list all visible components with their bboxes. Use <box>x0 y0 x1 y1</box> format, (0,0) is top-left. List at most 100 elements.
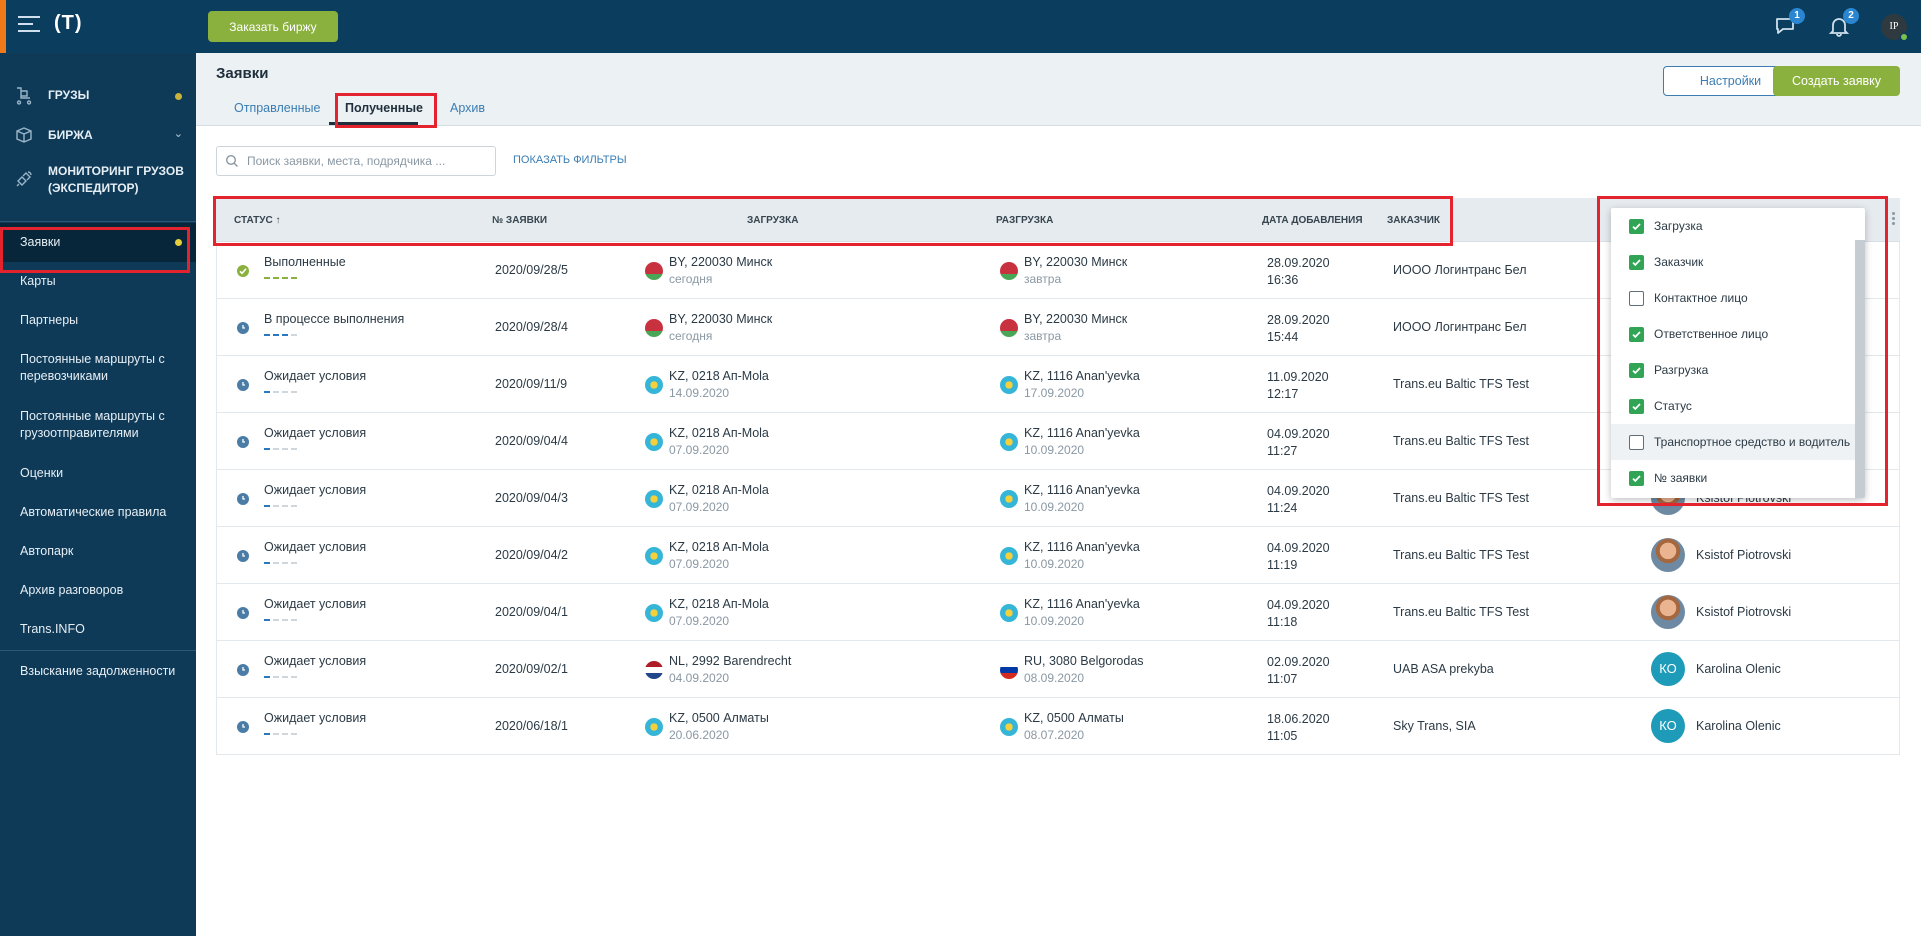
status-progress <box>264 619 297 621</box>
sidebar-item-routes-shippers[interactable]: Постоянные маршруты с грузоотправителями <box>0 397 196 454</box>
progress-segment <box>291 391 297 393</box>
column-header-number[interactable]: № ЗАЯВКИ <box>492 215 548 226</box>
column-toggle-item[interactable]: Статус <box>1611 388 1865 424</box>
responsible-person[interactable]: Ksistof Piotrovski <box>1651 538 1791 572</box>
checkbox-unchecked-icon[interactable] <box>1629 434 1644 450</box>
column-toggle-item[interactable]: Заказчик <box>1611 244 1865 280</box>
progress-segment <box>282 505 288 507</box>
sidebar-item-maps[interactable]: Карты <box>0 262 196 301</box>
sidebar-item-partners[interactable]: Партнеры <box>0 301 196 340</box>
person-photo-avatar <box>1651 538 1685 572</box>
column-toggle-item[interactable]: Ответственное лицо <box>1611 316 1865 352</box>
menu-scrollbar[interactable] <box>1855 240 1865 498</box>
sidebar-item-cargo[interactable]: ГРУЗЫ <box>0 75 196 115</box>
logo[interactable]: (T) <box>54 12 83 34</box>
column-header-date-added[interactable]: ДАТА ДОБАВЛЕНИЯ <box>1262 215 1363 226</box>
customer-name: ИООО Логинтранс Бел <box>1393 320 1527 334</box>
customer-name: UAB ASA prekyba <box>1393 662 1494 676</box>
checkbox-checked-icon[interactable] <box>1629 362 1644 378</box>
progress-segment <box>282 277 288 279</box>
tab-received[interactable]: Полученные <box>345 101 423 115</box>
progress-segment <box>264 676 270 678</box>
column-toggle-item[interactable]: Транспортное средство и водитель <box>1611 424 1865 460</box>
column-toggle-item[interactable]: № заявки <box>1611 460 1865 496</box>
responsible-person[interactable]: КО Karolina Olenic <box>1651 652 1781 686</box>
sidebar-item-label: Заявки <box>20 235 61 249</box>
date-added-time: 11:07 <box>1267 672 1298 686</box>
checkbox-checked-icon[interactable] <box>1629 326 1644 342</box>
sidebar-item-label: Партнеры <box>20 313 79 327</box>
tab-sent[interactable]: Отправленные <box>234 101 321 115</box>
column-toggle-label: Контактное лицо <box>1654 291 1748 305</box>
sidebar-item-ratings[interactable]: Оценки <box>0 454 196 493</box>
unloading-address: BY, 220030 Минск <box>1024 255 1128 269</box>
unloading-date: завтра <box>1024 272 1062 286</box>
search-input[interactable] <box>247 154 487 168</box>
flag-kz-icon <box>645 718 663 736</box>
divider <box>0 221 196 222</box>
progress-segment <box>264 334 270 336</box>
search-box[interactable] <box>216 146 496 176</box>
tab-archive[interactable]: Архив <box>450 101 486 115</box>
table-row[interactable]: В процессе выполнения 2020/09/28/4 BY, 2… <box>216 299 1900 356</box>
create-request-button[interactable]: Создать заявку <box>1773 66 1900 96</box>
top-bar: (T) Заказать биржу 1 2 IP <box>0 0 1921 53</box>
sidebar-item-routes-carriers[interactable]: Постоянные маршруты с перевозчиками <box>0 340 196 397</box>
table-row[interactable]: Ожидает условия 2020/09/04/1 KZ, 0218 Aп… <box>216 584 1900 641</box>
flag-ru-icon <box>1000 661 1018 679</box>
status-progress <box>264 562 297 564</box>
unloading-address: KZ, 1116 Anan'yevka <box>1024 483 1140 497</box>
page-header: Заявки Отправленные Полученные Архив Нас… <box>196 53 1921 126</box>
column-header-status[interactable]: СТАТУС ↑ <box>234 215 281 226</box>
checkbox-checked-icon[interactable] <box>1629 398 1644 414</box>
sidebar-item-auto-rules[interactable]: Автоматические правила <box>0 493 196 532</box>
status-text: Ожидает условия <box>264 597 367 611</box>
sidebar-item-transinfo[interactable]: Trans.INFO <box>0 610 196 649</box>
show-filters-link[interactable]: ПОКАЗАТЬ ФИЛЬТРЫ <box>513 154 627 166</box>
date-added: 02.09.2020 11:07 <box>1267 654 1330 688</box>
sidebar-item-chat-archive[interactable]: Архив разговоров <box>0 571 196 610</box>
search-icon <box>225 154 238 167</box>
user-avatar[interactable]: IP <box>1881 14 1908 41</box>
checkbox-checked-icon[interactable] <box>1629 470 1644 486</box>
checkbox-unchecked-icon[interactable] <box>1629 290 1644 306</box>
column-header-unloading[interactable]: РАЗГРУЗКА <box>996 215 1054 226</box>
sidebar-item-label: Взыскание задолженности <box>20 664 176 678</box>
table-row[interactable]: Выполненные 2020/09/28/5 BY, 220030 Минс… <box>216 242 1900 299</box>
sidebar-item-label: Постоянные маршруты с грузоотправителями <box>20 409 165 440</box>
messages-icon[interactable]: 1 <box>1773 8 1805 40</box>
column-menu-kebab-icon[interactable] <box>1890 210 1896 230</box>
table-row[interactable]: Ожидает условия 2020/06/18/1 KZ, 0500 Ал… <box>216 698 1900 755</box>
sidebar-item-fleet[interactable]: Автопарк <box>0 532 196 571</box>
column-header-loading[interactable]: ЗАГРУЗКА <box>747 215 799 226</box>
notification-dot <box>175 93 182 100</box>
sidebar-item-exchange[interactable]: БИРЖА ⌄ <box>0 115 196 155</box>
responsible-person[interactable]: КО Karolina Olenic <box>1651 709 1781 743</box>
checkbox-checked-icon[interactable] <box>1629 218 1644 234</box>
checkbox-checked-icon[interactable] <box>1629 254 1644 270</box>
status-text: Ожидает условия <box>264 426 367 440</box>
chevron-down-icon: ⌄ <box>173 128 183 140</box>
column-toggle-item[interactable]: Контактное лицо <box>1611 280 1865 316</box>
table-row[interactable]: Ожидает условия 2020/09/02/1 NL, 2992 Ba… <box>216 641 1900 698</box>
order-exchange-button[interactable]: Заказать биржу <box>208 11 338 42</box>
sidebar-item-monitoring[interactable]: МОНИТОРИНГ ГРУЗОВ (ЭКСПЕДИТОР) <box>0 155 196 213</box>
progress-segment <box>282 448 288 450</box>
table-row[interactable]: Ожидает условия 2020/09/04/2 KZ, 0218 Aп… <box>216 527 1900 584</box>
date-added-date: 04.09.2020 <box>1267 484 1330 498</box>
flag-by-icon <box>1000 262 1018 280</box>
column-header-customer[interactable]: ЗАКАЗЧИК <box>1387 215 1441 226</box>
table-row[interactable]: Ожидает условия 2020/09/04/4 KZ, 0218 Aп… <box>216 413 1900 470</box>
column-toggle-item[interactable]: Разгрузка <box>1611 352 1865 388</box>
responsible-person[interactable]: Ksistof Piotrovski <box>1651 595 1791 629</box>
loading-date: 07.09.2020 <box>669 614 730 628</box>
customer-name: Sky Trans, SIA <box>1393 719 1476 733</box>
sidebar-item-debt-collection[interactable]: Взыскание задолженности <box>0 652 196 691</box>
sidebar-item-requests[interactable]: Заявки <box>0 223 196 262</box>
column-toggle-item[interactable]: Загрузка <box>1611 208 1865 244</box>
table-row[interactable]: Ожидает условия 2020/09/11/9 KZ, 0218 Aп… <box>216 356 1900 413</box>
sidebar-item-label: БИРЖА <box>48 128 93 142</box>
notifications-bell-icon[interactable]: 2 <box>1827 8 1859 40</box>
hamburger-menu-icon[interactable] <box>18 16 40 34</box>
flag-by-icon <box>645 262 663 280</box>
